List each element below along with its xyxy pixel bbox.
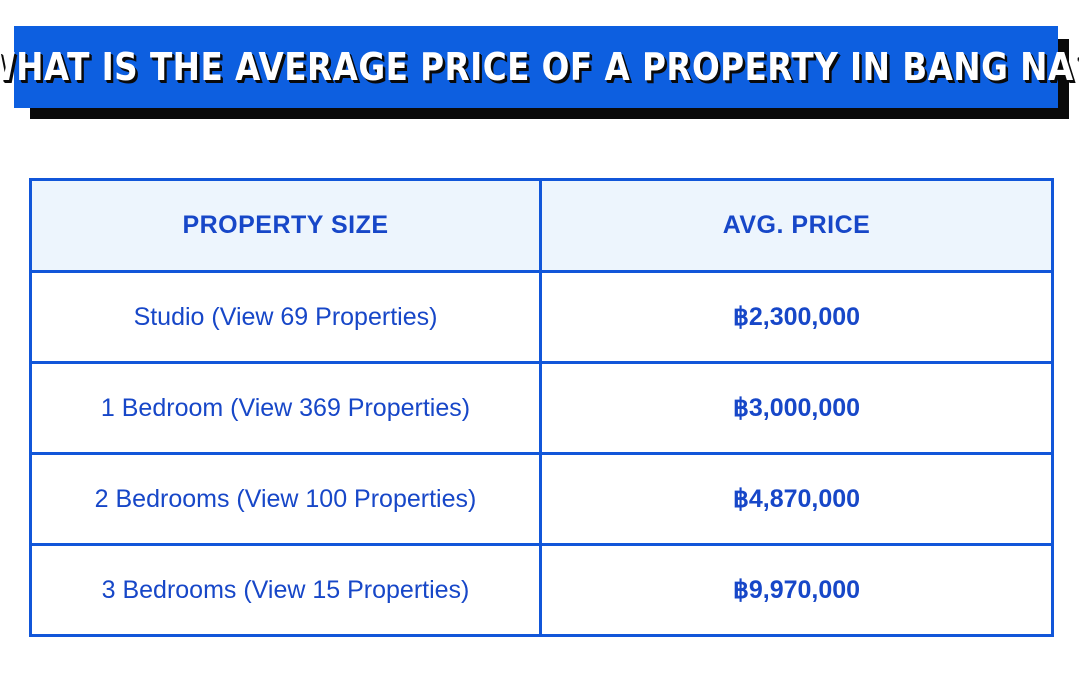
- page-title: WHAT IS THE AVERAGE PRICE OF A PROPERTY …: [0, 45, 1079, 89]
- table-header-row: PROPERTY SIZE AVG. PRICE: [29, 178, 1054, 273]
- table-row: 1 Bedroom (View 369 Properties) ฿3,000,0…: [29, 361, 1054, 455]
- avg-price-cell: ฿2,300,000: [539, 270, 1054, 364]
- property-size-cell[interactable]: 1 Bedroom (View 369 Properties): [29, 361, 542, 455]
- property-size-cell[interactable]: 2 Bedrooms (View 100 Properties): [29, 452, 542, 546]
- avg-price-cell: ฿4,870,000: [539, 452, 1054, 546]
- column-header-property-size: PROPERTY SIZE: [29, 178, 542, 273]
- property-size-cell[interactable]: 3 Bedrooms (View 15 Properties): [29, 543, 542, 637]
- price-table: PROPERTY SIZE AVG. PRICE Studio (View 69…: [29, 178, 1054, 637]
- avg-price-cell: ฿9,970,000: [539, 543, 1054, 637]
- avg-price-cell: ฿3,000,000: [539, 361, 1054, 455]
- table-row: 2 Bedrooms (View 100 Properties) ฿4,870,…: [29, 452, 1054, 546]
- property-size-cell[interactable]: Studio (View 69 Properties): [29, 270, 542, 364]
- table-row: Studio (View 69 Properties) ฿2,300,000: [29, 270, 1054, 364]
- table-row: 3 Bedrooms (View 15 Properties) ฿9,970,0…: [29, 543, 1054, 637]
- title-banner: WHAT IS THE AVERAGE PRICE OF A PROPERTY …: [0, 26, 1079, 108]
- column-header-avg-price: AVG. PRICE: [539, 178, 1054, 273]
